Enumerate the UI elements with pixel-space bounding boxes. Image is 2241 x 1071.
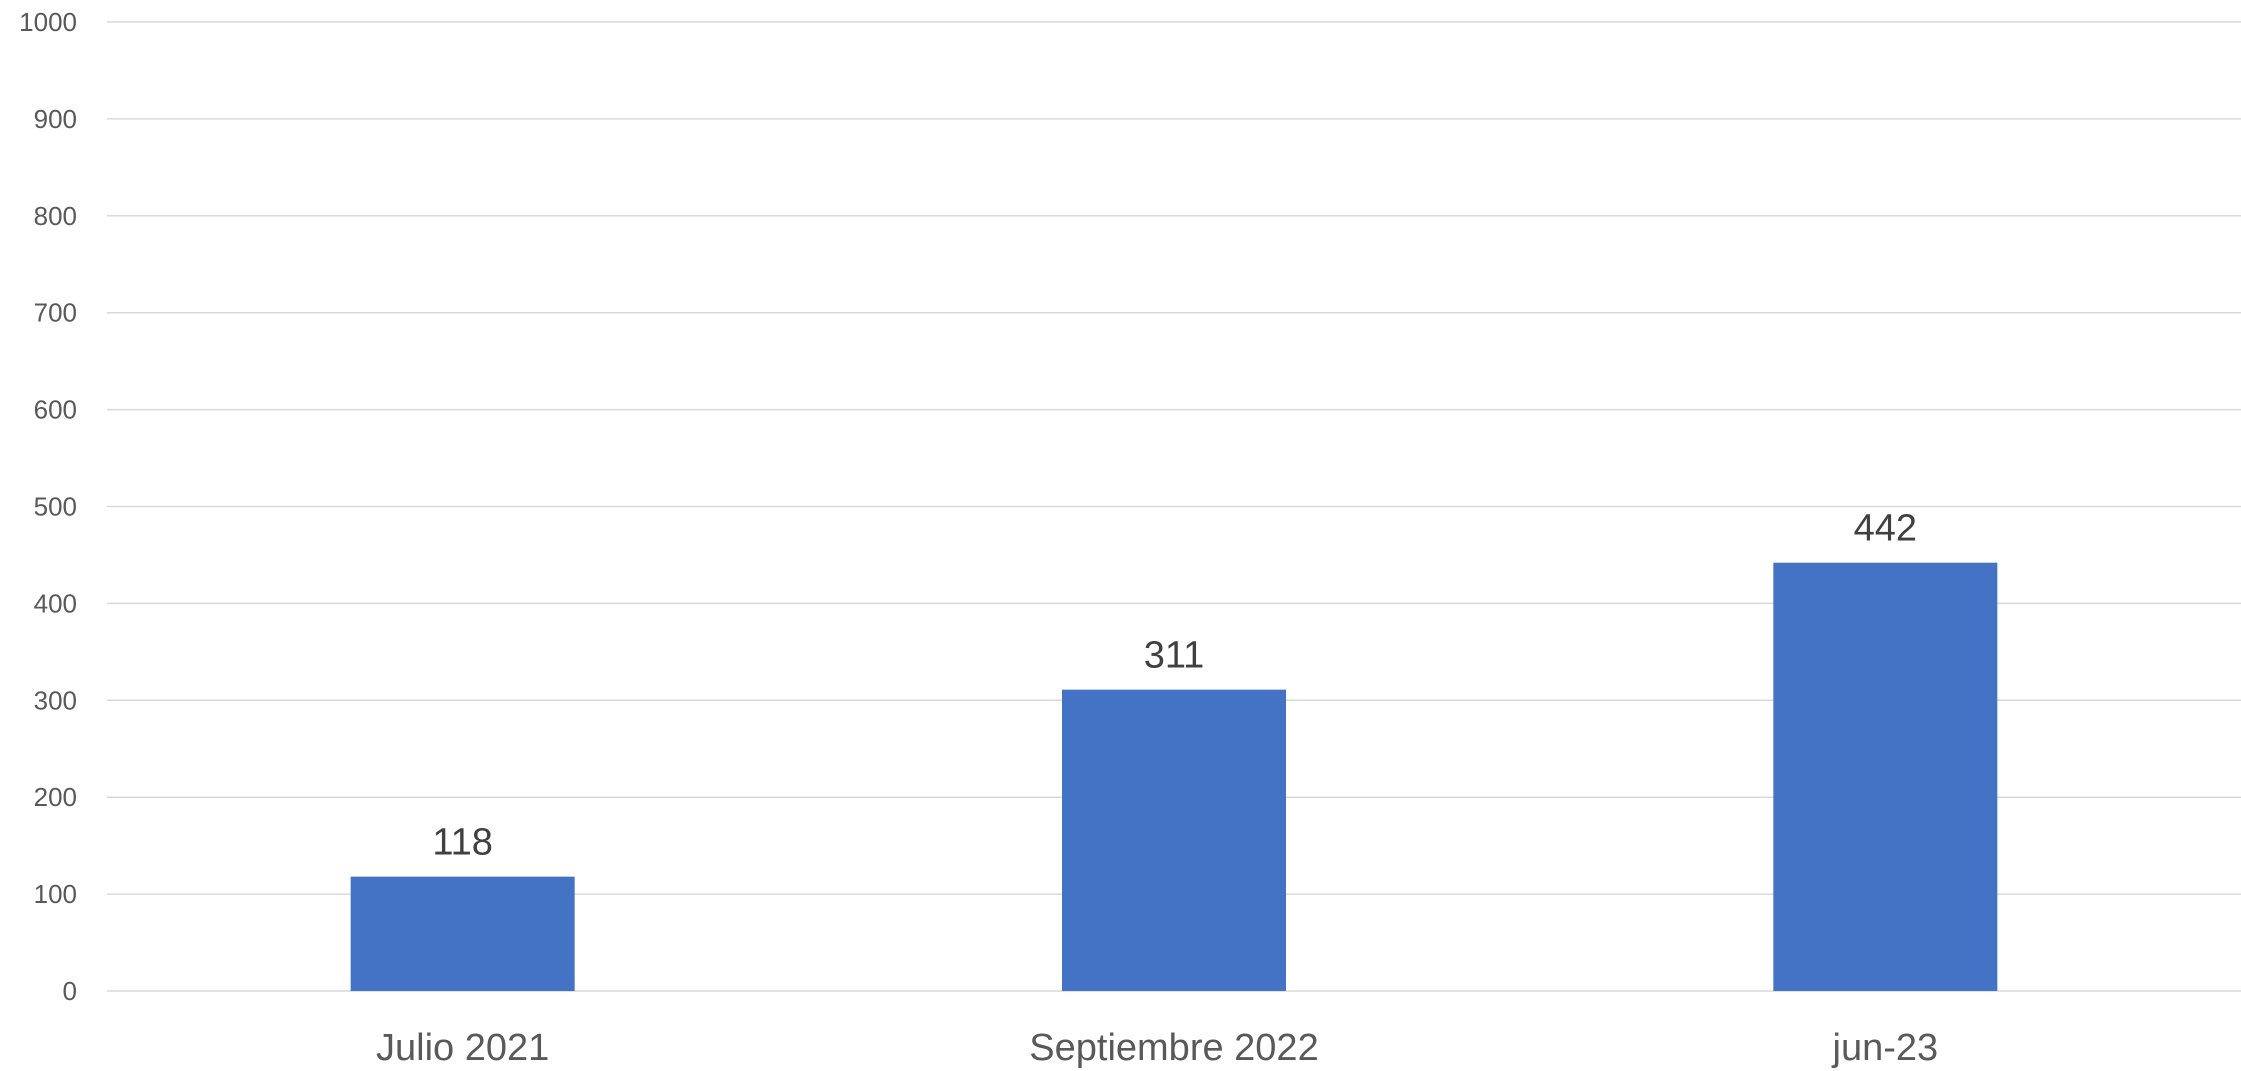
bar (350, 876, 575, 991)
y-tick-label: 700 (34, 298, 77, 328)
bar-value-label: 118 (432, 822, 493, 864)
data-labels: 118 311 442 (432, 508, 1917, 864)
y-tick-label: 200 (34, 782, 77, 812)
x-tick-label: jun-23 (1832, 1027, 1939, 1069)
bar (1062, 689, 1286, 991)
y-tick-label: 1000 (19, 7, 77, 37)
y-tick-label: 600 (34, 395, 77, 425)
y-tick-label: 0 (63, 976, 77, 1006)
y-tick-label: 100 (34, 879, 77, 909)
y-tick-label: 900 (34, 104, 77, 134)
y-tick-label: 800 (34, 201, 77, 231)
bar-value-label: 311 (1144, 635, 1205, 677)
x-tick-label: Septiembre 2022 (1029, 1027, 1318, 1069)
y-tick-label: 400 (34, 588, 77, 618)
bar (1773, 562, 1998, 991)
bar-value-label: 442 (1854, 508, 1917, 550)
y-tick-label: 300 (34, 685, 77, 715)
y-tick-label: 500 (34, 492, 77, 522)
x-tick-label: Julio 2021 (376, 1027, 549, 1069)
x-axis: Julio 2021 Septiembre 2022 jun-23 (376, 1027, 1938, 1069)
y-axis: 0 100 200 300 400 500 600 700 800 900 1000 (19, 7, 77, 1006)
bars (350, 562, 1998, 991)
